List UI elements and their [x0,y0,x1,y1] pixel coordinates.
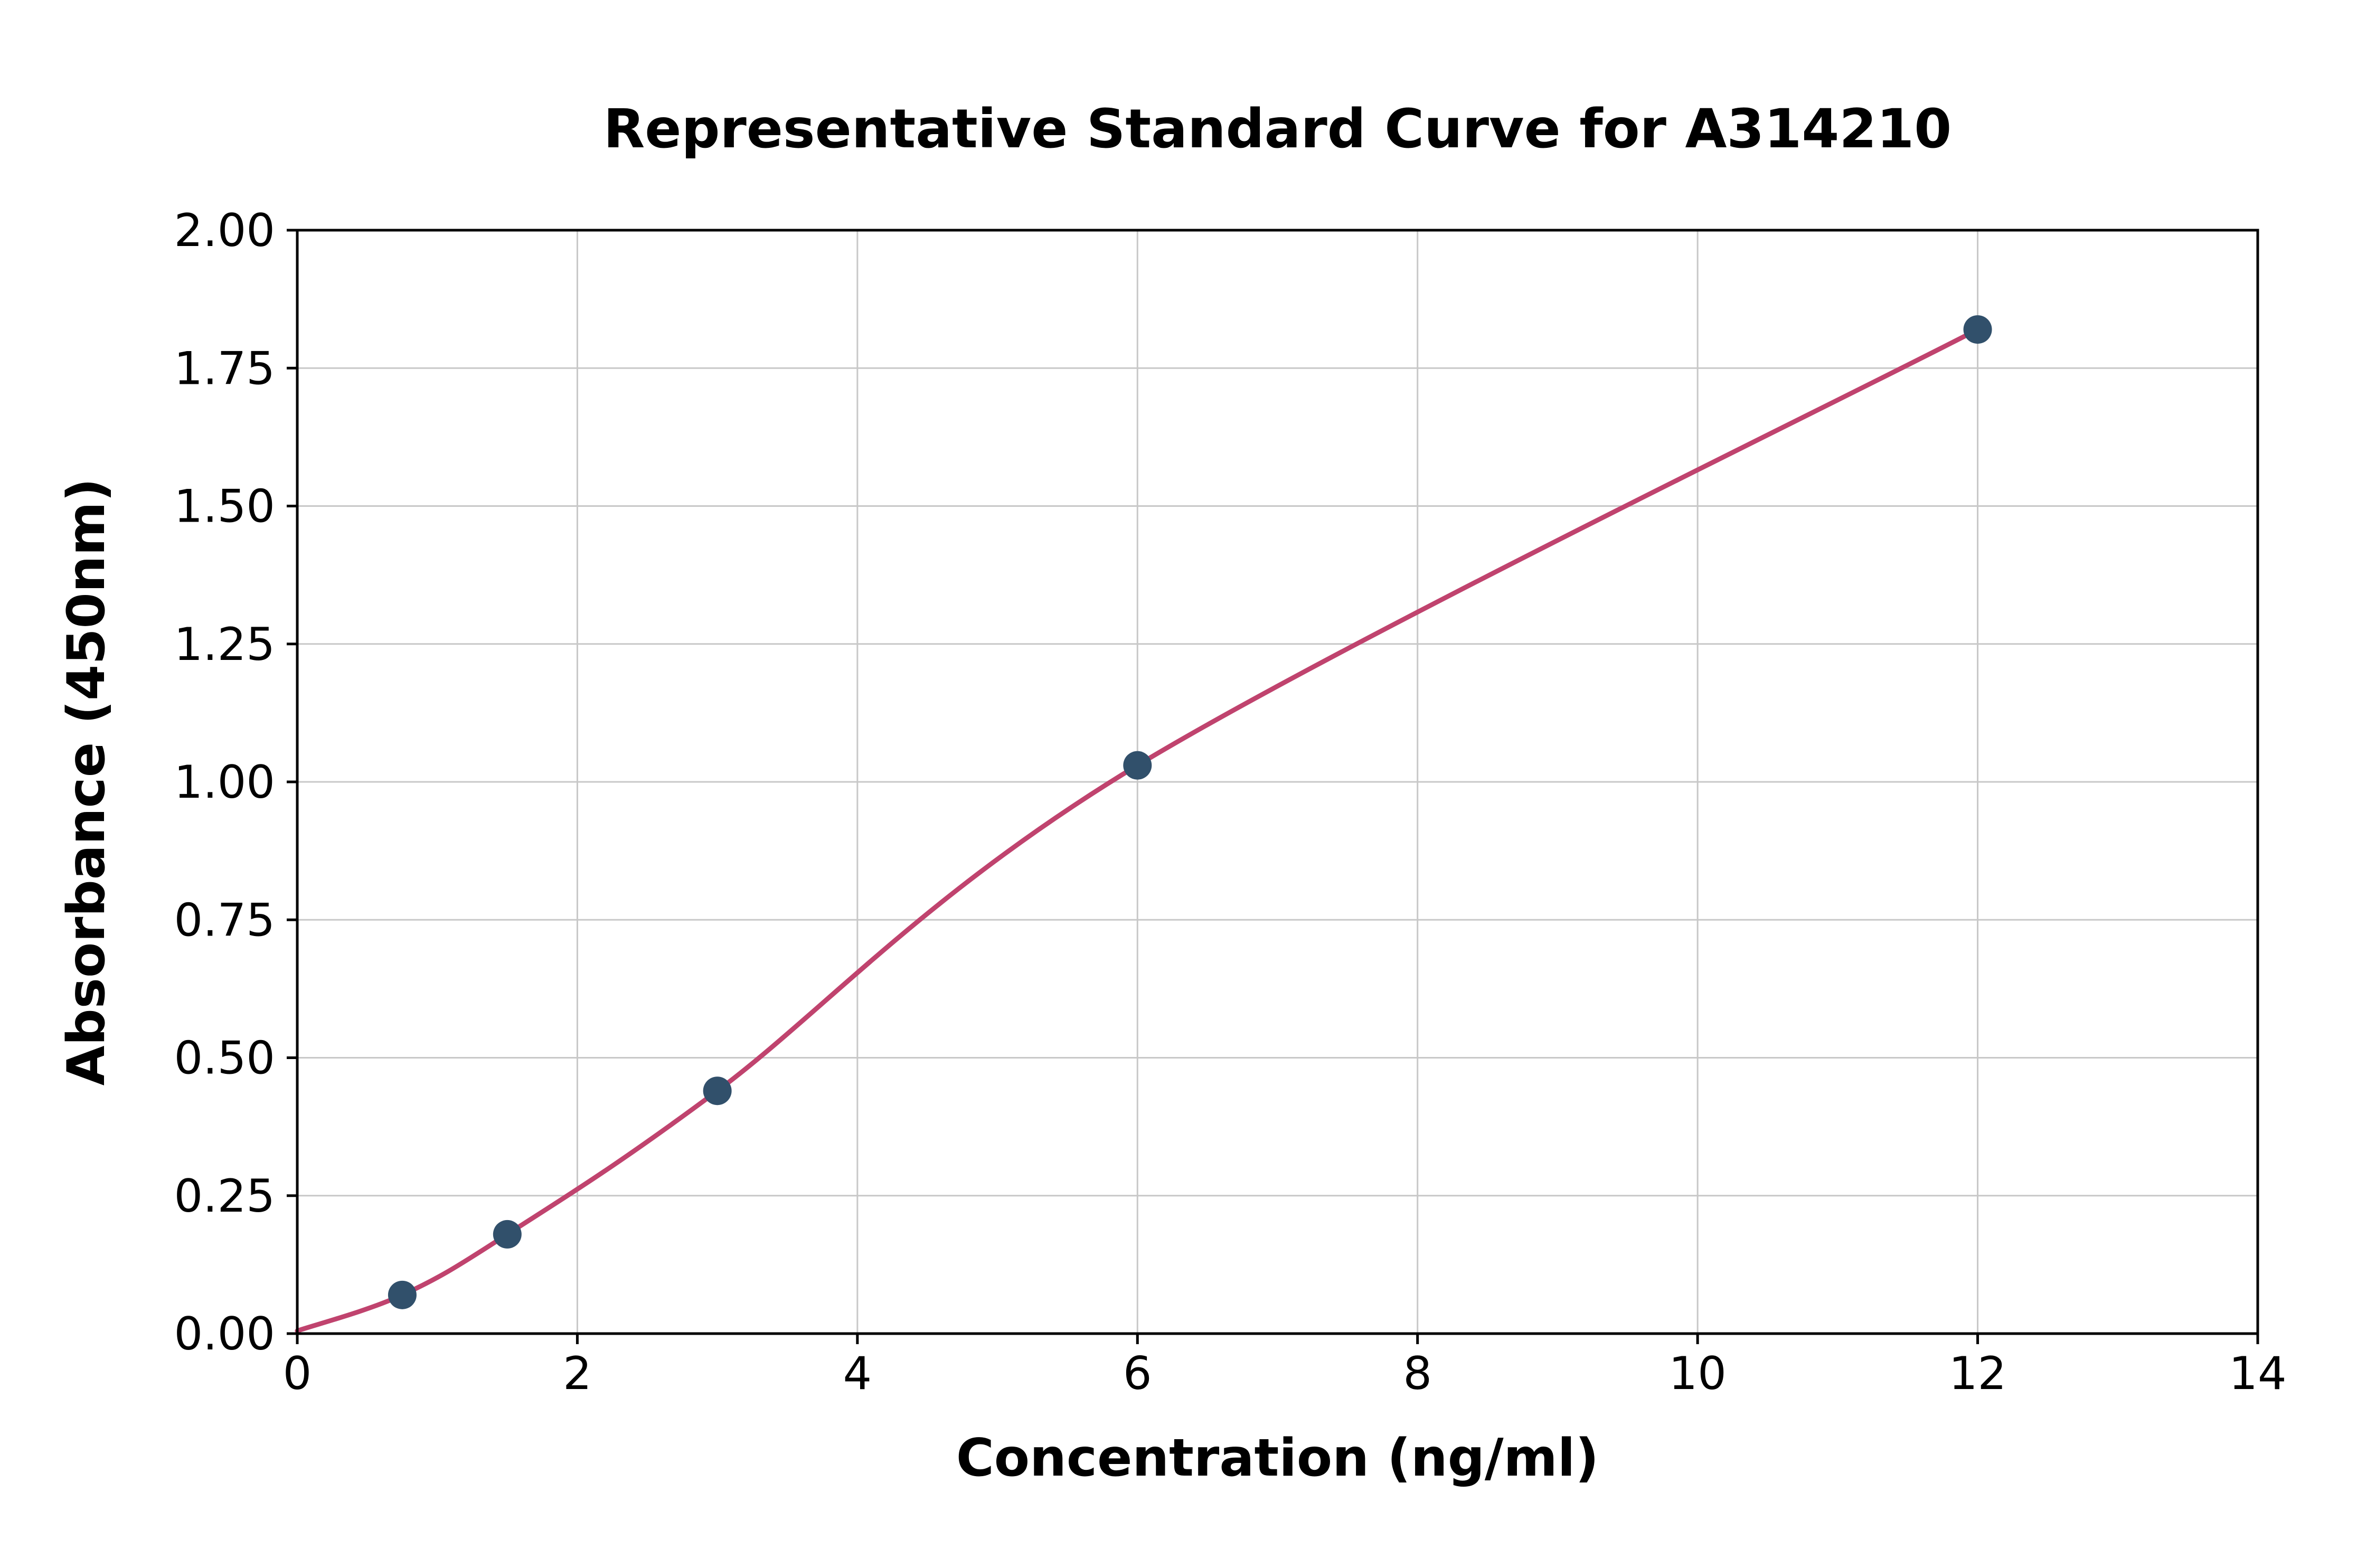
y-tick-label: 1.75 [174,342,275,395]
x-tick-label: 14 [2229,1347,2286,1400]
data-point [703,1076,732,1106]
data-point [1963,315,1992,344]
y-tick-label: 0.25 [174,1170,275,1223]
y-tick-label: 0.75 [174,894,275,947]
y-tick-label: 1.25 [174,618,275,671]
y-tick-label: 0.00 [174,1308,275,1361]
fit-curve [295,327,1981,1334]
y-axis-label: Absorbance (450nm) [56,478,117,1086]
data-point [493,1220,522,1249]
y-tick-label: 1.00 [174,756,275,809]
data-point [388,1280,417,1309]
x-axis-label: Concentration (ng/ml) [956,1428,1599,1488]
x-tick-label: 0 [283,1347,312,1400]
x-tick-label: 8 [1403,1347,1432,1400]
data-point [1123,751,1152,780]
x-tick-label: 12 [1949,1347,2006,1400]
x-tick-label: 2 [563,1347,592,1400]
x-tick-label: 6 [1123,1347,1152,1400]
chart-title: Representative Standard Curve for A31421… [603,98,1952,160]
x-tick-label: 4 [843,1347,872,1400]
x-tick-label: 10 [1668,1347,1726,1400]
y-tick-label: 2.00 [174,204,275,257]
y-tick-label: 0.50 [174,1032,275,1085]
y-tick-label: 1.50 [174,480,275,533]
